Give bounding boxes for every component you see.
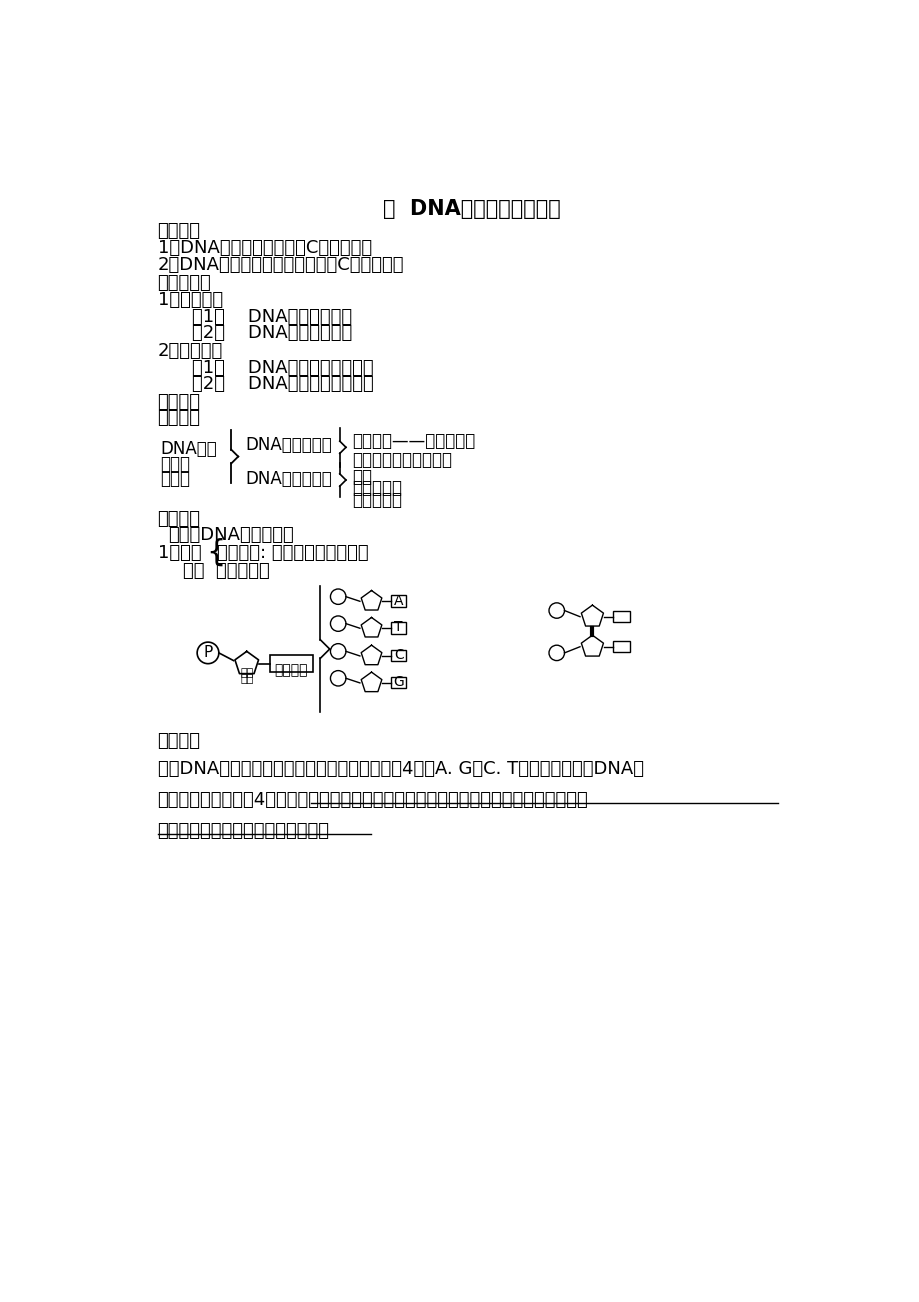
Text: 【注解】: 【注解】: [157, 510, 200, 529]
Text: ．在DNA分子中，由于组成脱氧核苷酸的碱基有4种（A. G、C. T），因此，构成DNA分: ．在DNA分子中，由于组成脱氧核苷酸的碱基有4种（A. G、C. T），因此，构…: [157, 760, 643, 777]
Text: DNA分子: DNA分子: [160, 440, 217, 457]
Text: 复制的过程: 复制的过程: [352, 479, 402, 497]
Text: 基本单位: 脱氧核苷酸（四种）: 基本单位: 脱氧核苷酸（四种）: [216, 543, 368, 561]
Text: DNA分子的复制: DNA分子的复制: [245, 470, 332, 488]
Text: 教学目的: 教学目的: [157, 221, 200, 240]
Text: （2）    DNA分子的复制。: （2） DNA分子的复制。: [192, 324, 352, 342]
Text: 和复制: 和复制: [160, 470, 189, 488]
Text: P: P: [203, 646, 212, 660]
Text: 脱氧: 脱氧: [240, 668, 253, 677]
Text: C: C: [393, 648, 403, 663]
Text: 子的脱氧核苷酸也有4种，它们的名称是：腺嘌呤脱氧核苷酸，鸟嘌呤脱氧核苷酸，胞嘧啶: 子的脱氧核苷酸也有4种，它们的名称是：腺嘌呤脱氧核苷酸，鸟嘌呤脱氧核苷酸，胞嘧啶: [157, 790, 588, 809]
Text: 2．教学难点: 2．教学难点: [157, 342, 222, 359]
Text: DNA分子的结构: DNA分子的结构: [245, 436, 332, 454]
Text: 脱氧核苷酸和胸腺嘧啶脱氧核苷酸。: 脱氧核苷酸和胸腺嘧啶脱氧核苷酸。: [157, 822, 329, 840]
Text: 含氮碱基: 含氮碱基: [274, 664, 307, 677]
Text: （1）    DNA分子的结构特点。: （1） DNA分子的结构特点。: [192, 359, 374, 376]
Text: 组成  连接：聚合: 组成 连接：聚合: [183, 562, 269, 579]
Text: 【例析】: 【例析】: [157, 732, 200, 750]
Text: 1．DNA分子的结构特点（C：理解）。: 1．DNA分子的结构特点（C：理解）。: [157, 240, 371, 258]
Text: （2）    DNA分子的复制过程。: （2） DNA分子的复制过程。: [192, 375, 374, 393]
Text: 基本单位——脱氧核苷酸: 基本单位——脱氧核苷酸: [352, 432, 475, 450]
Text: 1．化学: 1．化学: [157, 543, 201, 561]
Text: （1）    DNA分子的结构。: （1） DNA分子的结构。: [192, 309, 352, 326]
Text: 重点和难点: 重点和难点: [157, 273, 211, 292]
Text: G: G: [392, 676, 403, 689]
Text: T: T: [394, 621, 403, 634]
Text: 概念: 概念: [352, 469, 372, 486]
Text: 2．DNA分子复制的过程和意义（C：理解）。: 2．DNA分子复制的过程和意义（C：理解）。: [157, 256, 403, 275]
Text: 核糖: 核糖: [240, 674, 253, 685]
Text: A: A: [393, 594, 403, 608]
Text: 复制的意义: 复制的意义: [352, 491, 402, 509]
Text: 的结构: 的结构: [160, 454, 189, 473]
Text: 1．教学重点: 1．教学重点: [157, 290, 222, 309]
Text: 教学过程: 教学过程: [157, 393, 200, 411]
Text: {: {: [206, 538, 225, 568]
Text: （一）DNA分子的结构: （一）DNA分子的结构: [167, 526, 293, 544]
Text: 双螺旋结构的主要特点: 双螺旋结构的主要特点: [352, 452, 451, 469]
Text: 【板书】: 【板书】: [157, 409, 200, 427]
Text: 二  DNA分子的结构和复制: 二 DNA分子的结构和复制: [382, 199, 560, 219]
